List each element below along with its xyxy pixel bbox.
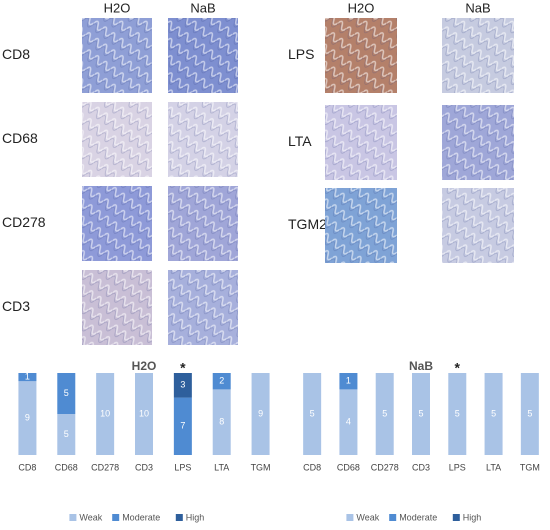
micrograph-texture bbox=[325, 105, 397, 180]
x-tick-label: LTA bbox=[486, 462, 501, 472]
value-label: 10 bbox=[139, 408, 149, 418]
micrograph-texture bbox=[442, 188, 514, 263]
x-tick-label: CD3 bbox=[135, 462, 153, 472]
value-label: 7 bbox=[180, 421, 185, 431]
bar-segment bbox=[212, 389, 231, 455]
legend-swatch bbox=[112, 514, 120, 521]
annotation: * bbox=[180, 360, 186, 376]
x-tick-label: CD3 bbox=[412, 462, 430, 472]
bar-segment bbox=[375, 373, 394, 455]
x-tick-label: CD68 bbox=[55, 462, 78, 472]
x-tick-label: LPS bbox=[449, 462, 466, 472]
bar-segment bbox=[520, 373, 539, 455]
micrograph-texture bbox=[168, 186, 238, 261]
value-label: 5 bbox=[310, 408, 315, 418]
micrograph-texture bbox=[168, 270, 238, 345]
value-label: 5 bbox=[418, 408, 423, 418]
chart-title: NaB bbox=[409, 359, 433, 373]
row-label: CD8 bbox=[2, 46, 30, 62]
row-label: CD3 bbox=[2, 298, 30, 314]
x-tick-label: LTA bbox=[214, 462, 229, 472]
bar-segment bbox=[173, 397, 192, 455]
value-label: 4 bbox=[346, 417, 351, 427]
value-label: 5 bbox=[527, 408, 532, 418]
legend-label: Moderate bbox=[399, 512, 437, 522]
x-tick-label: CD8 bbox=[18, 462, 36, 472]
value-label: 10 bbox=[100, 408, 110, 418]
value-label: 9 bbox=[258, 408, 263, 418]
x-tick-label: TGM bbox=[520, 462, 540, 472]
micrograph-texture bbox=[168, 18, 238, 93]
bar-segment bbox=[18, 381, 37, 455]
legend-swatch bbox=[346, 514, 354, 521]
micrograph-texture bbox=[82, 270, 152, 345]
bar-segment bbox=[57, 414, 76, 455]
column-header: H2O bbox=[348, 0, 375, 15]
x-tick-label: CD278 bbox=[91, 462, 119, 472]
bar-segment bbox=[18, 373, 37, 382]
value-label: 1 bbox=[346, 376, 351, 386]
value-label: 5 bbox=[64, 388, 69, 398]
micrograph-texture bbox=[82, 186, 152, 261]
row-label: CD278 bbox=[2, 214, 46, 230]
legend-label: Weak bbox=[356, 512, 379, 522]
bar-segment bbox=[339, 389, 358, 455]
bar-segment bbox=[448, 373, 467, 455]
column-header: NaB bbox=[465, 0, 490, 15]
annotation: * bbox=[455, 360, 461, 376]
bar-segment bbox=[135, 373, 153, 455]
micrograph-texture bbox=[442, 105, 514, 180]
x-tick-label: CD8 bbox=[303, 462, 321, 472]
x-tick-label: TGM bbox=[251, 462, 271, 472]
bar-segment bbox=[412, 373, 430, 455]
value-label: 9 bbox=[25, 412, 30, 422]
value-label: 8 bbox=[219, 417, 224, 427]
bar-segment bbox=[484, 373, 503, 455]
legend-swatch bbox=[175, 514, 183, 521]
x-tick-label: CD68 bbox=[337, 462, 360, 472]
row-label: TGM2 bbox=[288, 216, 327, 232]
value-label: 3 bbox=[180, 380, 185, 390]
micrograph-texture bbox=[325, 188, 397, 263]
bar-segment bbox=[57, 373, 76, 414]
bar-segment bbox=[339, 373, 358, 390]
bar-segment bbox=[96, 373, 115, 455]
legend-label: High bbox=[463, 512, 482, 522]
value-label: 5 bbox=[382, 408, 387, 418]
row-label: LPS bbox=[288, 46, 314, 62]
value-label: 5 bbox=[491, 408, 496, 418]
legend-label: Weak bbox=[79, 512, 102, 522]
column-header: H2O bbox=[104, 0, 131, 15]
legend-label: Moderate bbox=[122, 512, 160, 522]
value-label: 5 bbox=[455, 408, 460, 418]
value-label: 2 bbox=[219, 376, 224, 386]
micrograph-texture bbox=[442, 18, 514, 93]
micrograph-texture bbox=[325, 18, 397, 93]
bar-segment bbox=[303, 373, 322, 455]
value-label: 1 bbox=[25, 371, 30, 381]
bar-segment bbox=[212, 373, 231, 390]
micrograph-texture bbox=[168, 102, 238, 177]
x-tick-label: LPS bbox=[174, 462, 191, 472]
bar-segment bbox=[173, 373, 192, 398]
micrograph-texture bbox=[82, 102, 152, 177]
bar-segment bbox=[251, 373, 270, 455]
legend-swatch bbox=[69, 514, 77, 521]
value-label: 5 bbox=[64, 429, 69, 439]
x-tick-label: CD278 bbox=[371, 462, 399, 472]
chart-title: H2O bbox=[132, 359, 157, 373]
row-label: CD68 bbox=[2, 130, 38, 146]
micrograph-texture bbox=[82, 18, 152, 93]
legend-label: High bbox=[186, 512, 205, 522]
legend-swatch bbox=[452, 514, 460, 521]
legend-swatch bbox=[389, 514, 397, 521]
column-header: NaB bbox=[190, 0, 215, 15]
row-label: LTA bbox=[288, 133, 312, 149]
